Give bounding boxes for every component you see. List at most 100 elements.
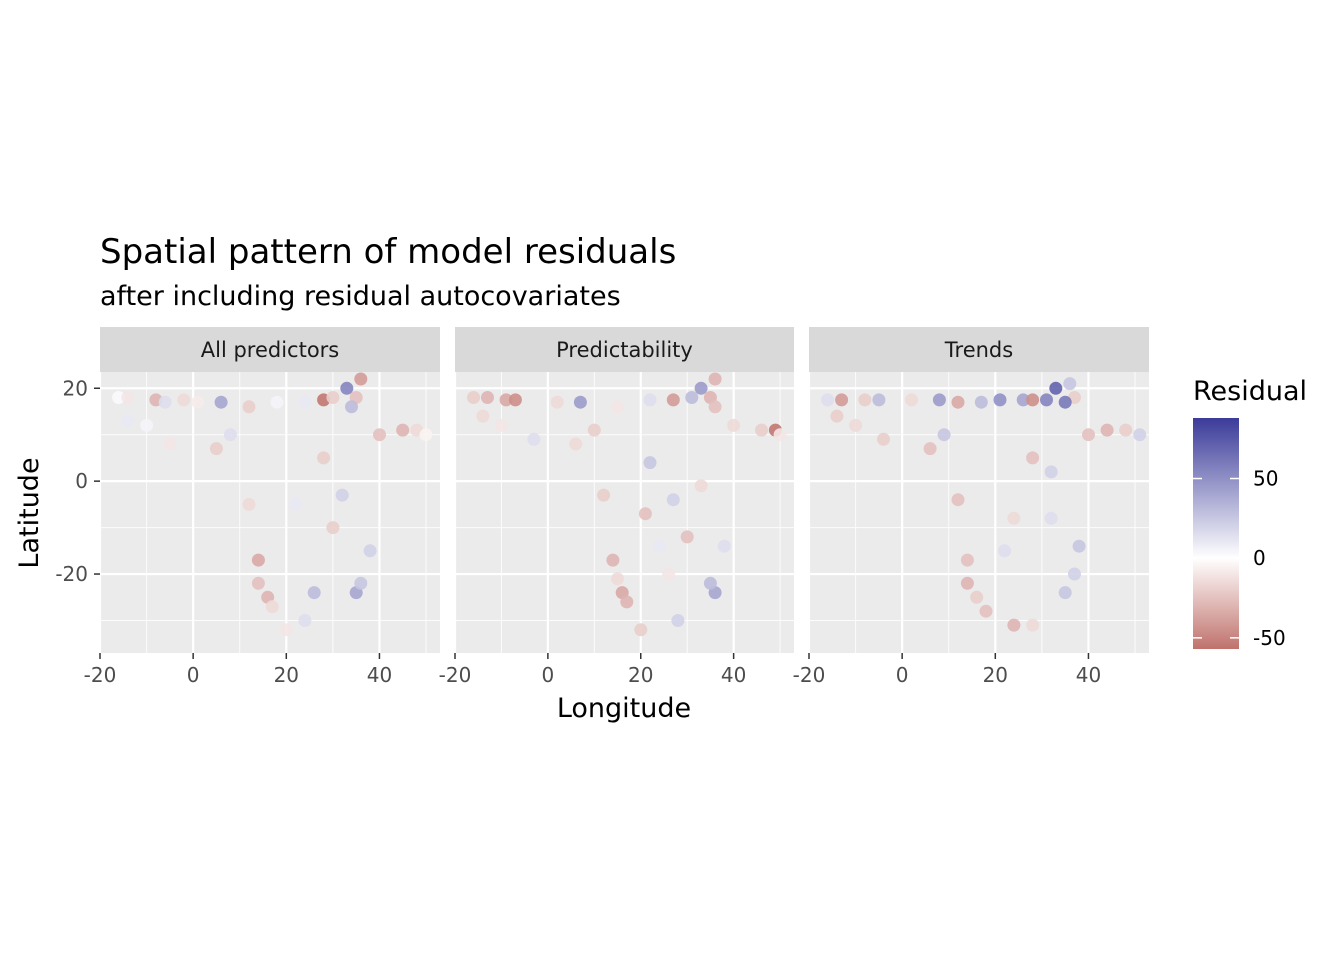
data-point <box>923 442 937 456</box>
data-point <box>1026 451 1040 465</box>
data-point <box>265 600 279 614</box>
data-point <box>680 530 694 544</box>
data-point <box>708 372 722 386</box>
chart-subtitle: after including residual autocovariates <box>100 281 621 312</box>
data-point <box>1072 539 1086 553</box>
data-point <box>121 391 135 404</box>
facet-strip <box>100 327 440 372</box>
data-point <box>932 393 946 407</box>
data-point <box>177 393 191 407</box>
data-point <box>121 414 135 428</box>
data-point <box>970 590 984 604</box>
data-point <box>307 586 321 600</box>
data-point <box>872 393 886 407</box>
data-point <box>835 393 849 407</box>
data-point <box>587 423 601 437</box>
x-tick-label: 0 <box>542 663 555 687</box>
x-tick-label: 40 <box>367 663 392 687</box>
data-point <box>1049 381 1063 395</box>
data-point <box>1044 465 1058 479</box>
facet-panel: Predictability -20 0 20 40 <box>439 327 794 687</box>
data-point <box>597 488 611 502</box>
data-point <box>606 553 620 567</box>
point-layer <box>112 372 433 637</box>
x-tick-label: 20 <box>628 663 653 687</box>
data-point <box>1119 423 1133 437</box>
panel-background <box>455 372 794 653</box>
data-point <box>209 442 223 456</box>
data-point <box>666 493 680 507</box>
data-point <box>251 576 265 590</box>
data-point <box>708 400 722 414</box>
point-layer <box>467 372 787 637</box>
y-tick-label: -20 <box>55 562 88 586</box>
data-point <box>1058 586 1072 600</box>
data-point <box>481 391 494 404</box>
x-tick-label: -20 <box>439 663 472 687</box>
data-point <box>354 372 368 386</box>
legend-title: Residual <box>1193 376 1307 407</box>
data-point <box>703 576 717 590</box>
data-point <box>611 400 624 414</box>
facet-strip <box>809 327 1149 372</box>
x-tick-label: 40 <box>721 663 746 687</box>
data-point <box>242 497 256 511</box>
data-point <box>158 395 172 409</box>
data-point <box>298 395 312 409</box>
data-point <box>467 391 481 404</box>
data-point <box>755 423 768 437</box>
data-point <box>251 553 265 567</box>
data-point <box>191 395 205 409</box>
data-point <box>508 393 522 407</box>
data-point <box>354 576 368 590</box>
legend-tick-label: -50 <box>1253 626 1286 650</box>
data-point <box>270 395 284 409</box>
data-point <box>279 623 293 637</box>
data-point <box>373 428 386 442</box>
data-point <box>611 572 624 586</box>
data-point <box>1058 395 1072 409</box>
data-point <box>163 437 177 451</box>
data-point <box>979 604 993 618</box>
data-point <box>727 418 741 432</box>
x-tick-label: 40 <box>1076 663 1101 687</box>
data-point <box>643 393 657 407</box>
data-point <box>340 381 354 395</box>
y-tick-label: 0 <box>75 469 88 493</box>
data-point <box>1082 428 1095 442</box>
data-point <box>326 391 340 404</box>
data-point <box>569 437 583 451</box>
data-point <box>317 451 331 465</box>
data-point <box>951 395 965 409</box>
legend-tick-label: 0 <box>1253 546 1266 570</box>
data-point <box>1007 511 1021 525</box>
legend-colorbar <box>1193 418 1239 649</box>
x-tick-label: 0 <box>187 663 200 687</box>
data-point <box>993 393 1007 407</box>
data-point <box>140 418 154 432</box>
data-point <box>643 456 657 470</box>
y-axis-title: Latitude <box>14 457 45 568</box>
data-point <box>685 391 699 404</box>
data-point <box>960 553 974 567</box>
panel-background <box>809 372 1149 653</box>
facet-strip-label: Trends <box>944 338 1013 362</box>
data-point <box>214 395 228 409</box>
data-point <box>905 393 918 407</box>
data-point <box>1026 393 1040 407</box>
data-point <box>499 393 513 407</box>
data-point <box>242 400 256 414</box>
data-point <box>527 432 541 446</box>
data-point <box>1026 618 1040 632</box>
data-point <box>335 488 349 502</box>
legend-tick-label: 50 <box>1253 467 1278 491</box>
data-point <box>998 544 1012 558</box>
facet-strip <box>455 327 794 372</box>
data-point <box>951 493 965 507</box>
data-point <box>396 423 410 437</box>
facet-strip-label: Predictability <box>556 338 693 362</box>
data-point <box>634 623 648 637</box>
data-point <box>298 614 312 627</box>
data-point <box>620 595 634 609</box>
